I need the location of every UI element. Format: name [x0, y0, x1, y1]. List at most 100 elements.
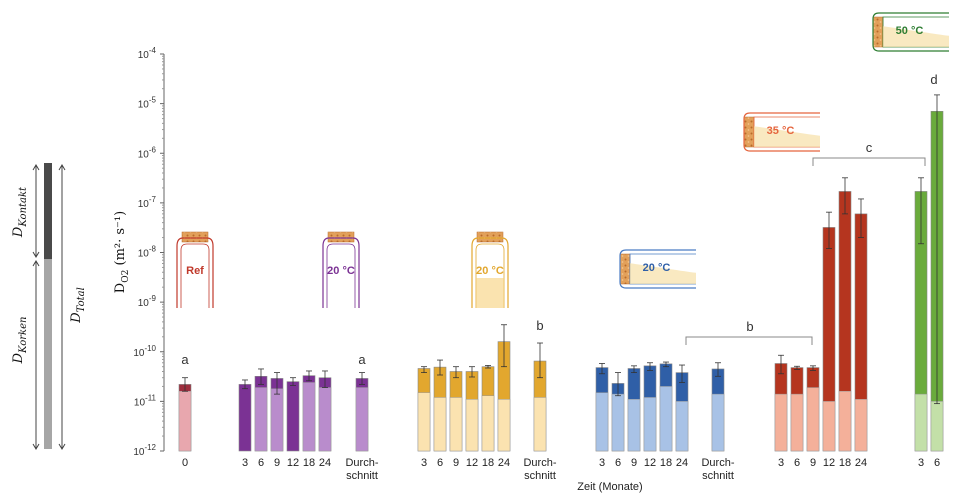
- y-tick-label: 10-6: [138, 145, 157, 160]
- bar-korken: [355, 387, 369, 452]
- y-tick-label: 10-8: [138, 245, 157, 260]
- bottle-outline: [872, 12, 949, 52]
- cork-icon: [181, 231, 209, 243]
- bar-korken: [930, 401, 944, 452]
- bottle-icons: Ref 20 °C 20 °C 20 °C 35 °C 50 °C: [176, 12, 949, 308]
- bar-korken: [711, 393, 725, 452]
- y-tick-label: 10-4: [138, 46, 157, 61]
- arrow-head: [58, 443, 66, 450]
- x-tick-label: schnitt: [346, 470, 378, 482]
- x-tick-label: 24: [498, 457, 510, 469]
- x-tick-label: schnitt: [524, 470, 556, 482]
- bar-korken: [643, 397, 657, 452]
- bottle-label: 50 °C: [896, 25, 924, 37]
- bar-korken: [774, 393, 788, 452]
- bar-korken: [627, 399, 641, 452]
- x-tick-label: 18: [482, 457, 494, 469]
- y-tick-label: 10-7: [138, 195, 157, 210]
- sig-letter: d: [930, 72, 937, 87]
- bar-korken: [254, 387, 268, 452]
- x-tick-label: 18: [303, 457, 315, 469]
- bottle-inner: [475, 243, 505, 308]
- bar-korken: [611, 393, 625, 452]
- y-tick-label: 10-5: [138, 96, 157, 111]
- bar-korken: [790, 393, 804, 452]
- bar-korken: [533, 397, 547, 452]
- bottle-label: 20 °C: [476, 265, 504, 277]
- bar-korken: [659, 386, 673, 452]
- x-tick-label: Durch-: [345, 457, 378, 469]
- arrow-head: [32, 251, 40, 258]
- x-tick-label: 3: [421, 457, 427, 469]
- x-tick-label: Durch-: [701, 457, 734, 469]
- x-tick-label: Durch-: [523, 457, 556, 469]
- x-tick-label: 9: [631, 457, 637, 469]
- bar-korken: [838, 390, 852, 452]
- bottle-inner: [180, 243, 210, 308]
- y-axis-label: DO2 (m²· s⁻¹): [113, 211, 131, 293]
- d-korken-label: DKorken: [11, 317, 29, 365]
- sig-letter: b: [536, 318, 543, 333]
- bottle-ref-icon: Ref: [176, 231, 214, 308]
- diffusion-legend: DKontakt DKorken DTotal: [11, 163, 87, 450]
- x-tick-label: 6: [437, 457, 443, 469]
- x-tick-label: 6: [258, 457, 264, 469]
- bar-korken: [449, 397, 463, 452]
- sig-letter: b: [746, 319, 753, 334]
- sig-letter: c: [866, 140, 873, 155]
- bottle-red-icon: 35 °C: [743, 112, 820, 152]
- x-tick-label: 9: [810, 457, 816, 469]
- y-tick-label: 10-12: [133, 443, 156, 458]
- bar-korken: [302, 382, 316, 452]
- bottle-label: 20 °C: [327, 265, 355, 277]
- x-tick-label: 9: [453, 457, 459, 469]
- sig-bracket-b: [685, 336, 813, 345]
- bar-korken: [270, 388, 284, 452]
- d-total-label: DTotal: [69, 287, 87, 324]
- liquid: [754, 126, 820, 147]
- bar-korken: [675, 401, 689, 452]
- cork-icon: [619, 253, 631, 285]
- sig-letter: a: [358, 352, 366, 367]
- y-tick-label: 10-11: [134, 393, 157, 408]
- x-tick-label: 24: [676, 457, 688, 469]
- bar-series: [178, 94, 944, 452]
- sig-bracket-c: [812, 157, 926, 166]
- bottle-inner: [326, 243, 356, 308]
- arrow-head: [32, 260, 40, 267]
- bottle-outline: [619, 249, 696, 289]
- bar-korken: [914, 393, 928, 452]
- bar-korken: [822, 401, 836, 452]
- bottle-label: 20 °C: [643, 262, 671, 274]
- bottle-blue-icon: 20 °C: [619, 249, 696, 289]
- cork-icon: [476, 231, 504, 243]
- x-tick-label: 12: [644, 457, 656, 469]
- liquid: [883, 26, 949, 47]
- bar-korken: [417, 392, 431, 452]
- x-tick-label: 9: [274, 457, 280, 469]
- cork-icon: [872, 16, 884, 48]
- bottle-green-icon: 50 °C: [872, 12, 949, 52]
- bar-total: [286, 381, 300, 452]
- x-tick-label: 3: [918, 457, 924, 469]
- bar-korken: [318, 387, 332, 452]
- bar-korken: [178, 390, 192, 452]
- bar-korken: [465, 399, 479, 452]
- x-tick-label: 12: [287, 457, 299, 469]
- bar-korken: [481, 395, 495, 452]
- bottle-purple-icon: 20 °C: [322, 231, 360, 308]
- bar-total: [238, 384, 252, 452]
- x-tick-label: 12: [823, 457, 835, 469]
- bottle-outline: [743, 112, 820, 152]
- x-tick-label: schnitt: [702, 470, 734, 482]
- bar-korken: [806, 387, 820, 452]
- bottle-label: 35 °C: [767, 125, 795, 137]
- x-tick-label: 24: [319, 457, 331, 469]
- bottle-outline: [322, 237, 360, 308]
- arrow-head: [58, 164, 66, 171]
- bottle-orange-icon: 20 °C: [471, 231, 509, 308]
- arrow-head: [32, 443, 40, 450]
- x-tick-label: 6: [794, 457, 800, 469]
